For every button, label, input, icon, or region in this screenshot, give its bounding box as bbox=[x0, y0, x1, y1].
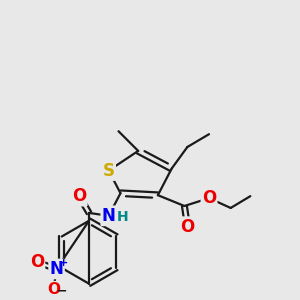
Text: S: S bbox=[103, 162, 115, 180]
Text: N: N bbox=[50, 260, 64, 278]
Text: +: + bbox=[59, 258, 68, 268]
Text: H: H bbox=[117, 210, 128, 224]
Text: O: O bbox=[180, 218, 194, 236]
Text: O: O bbox=[72, 187, 86, 205]
Text: O: O bbox=[47, 282, 60, 297]
Text: O: O bbox=[30, 253, 44, 271]
Text: O: O bbox=[202, 189, 216, 207]
Text: −: − bbox=[56, 284, 67, 297]
Text: N: N bbox=[102, 207, 116, 225]
